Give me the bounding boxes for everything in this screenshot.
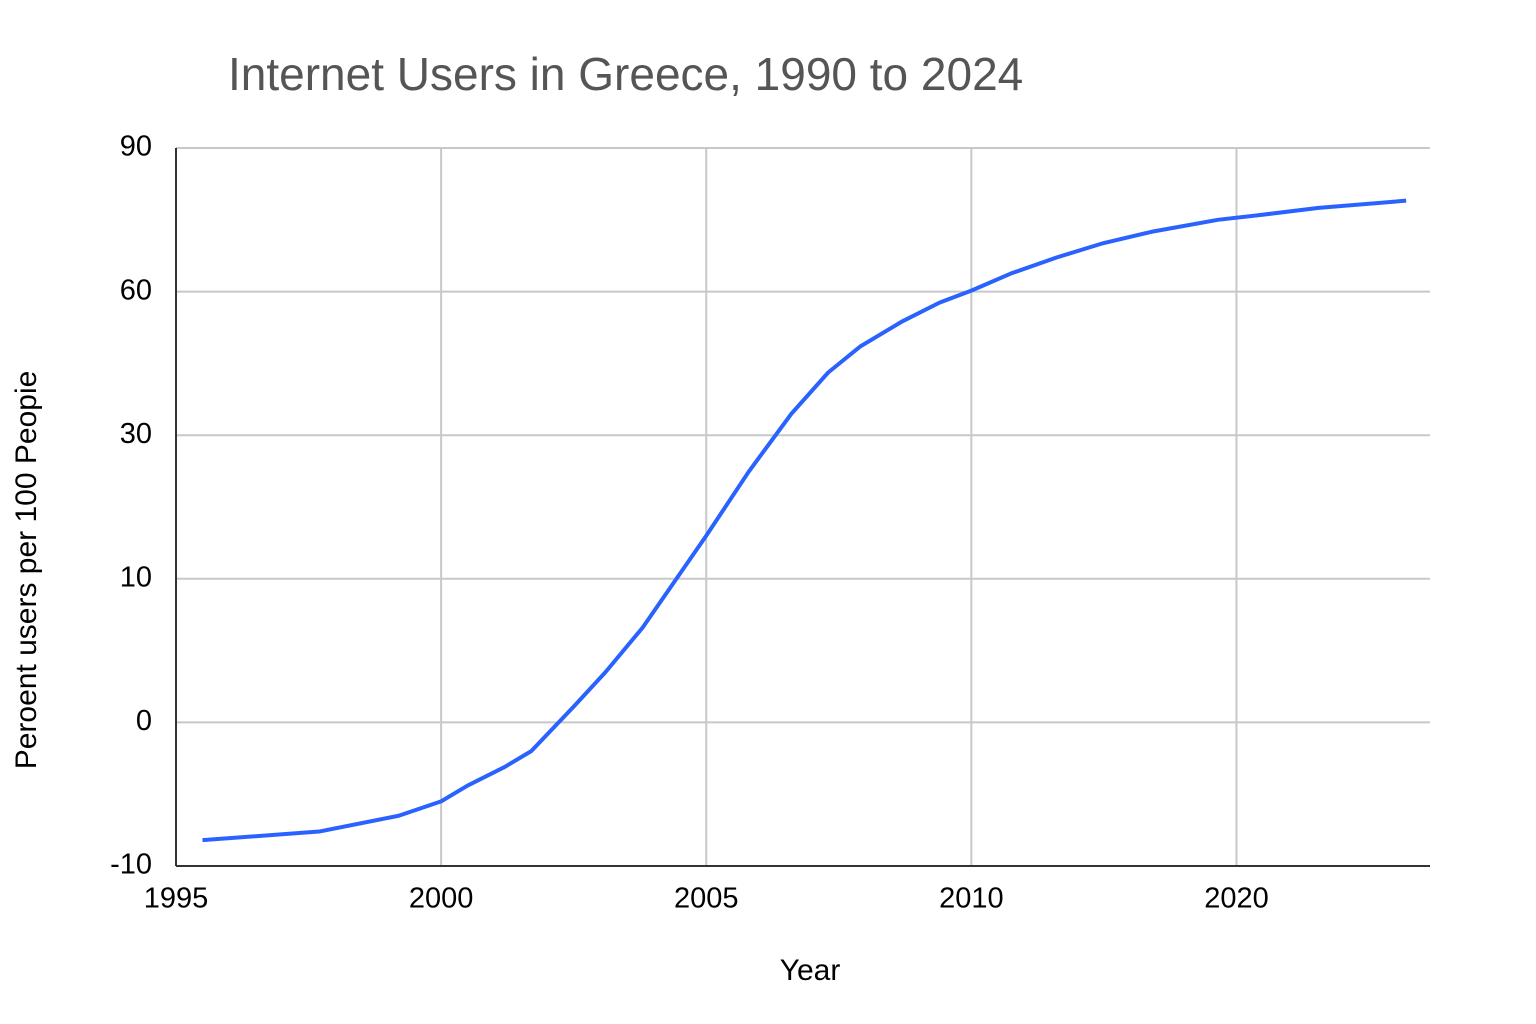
y-axis-label: Peroent users per 100 Peopie (10, 371, 43, 770)
y-tick-label: 60 (120, 274, 152, 306)
x-axis-label: Year (780, 954, 841, 987)
x-tick-label: 2010 (939, 883, 1004, 915)
y-tick-label: 0 (136, 705, 152, 737)
y-tick-label: 90 (120, 131, 152, 163)
y-tick-label: 10 (120, 561, 152, 593)
chart-title: Internet Users in Greece, 1990 to 2024 (228, 48, 1023, 100)
x-tick-label: 1995 (144, 883, 209, 915)
y-tick-label: 30 (120, 418, 152, 450)
x-tick-label: 2020 (1204, 883, 1269, 915)
y-tick-label: -10 (110, 849, 152, 881)
data-line (202, 198, 1407, 843)
x-tick-label: 2000 (409, 883, 474, 915)
x-tick-label: 2005 (674, 883, 739, 915)
